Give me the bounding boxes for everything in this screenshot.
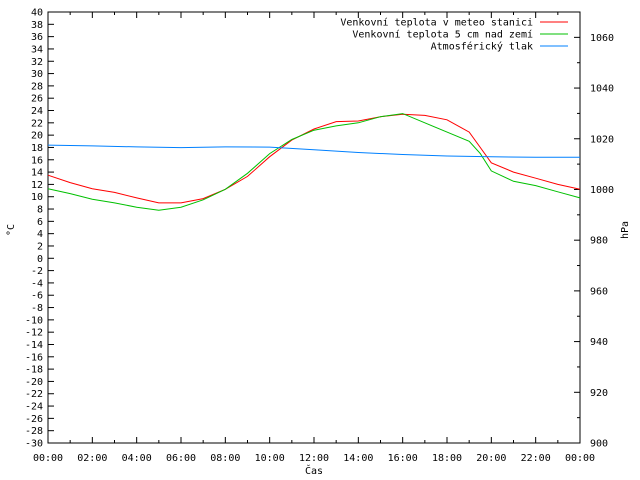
y2-tick-label: 900 — [590, 439, 608, 450]
y-tick-label: 10 — [31, 192, 43, 203]
y-tick-label: -14 — [25, 340, 43, 351]
y-tick-label: -4 — [31, 278, 43, 289]
y-tick-label: 30 — [31, 69, 43, 80]
y-tick-label: 32 — [31, 57, 43, 68]
x-tick-label: 00:00 — [565, 453, 595, 464]
x-tick-label: 02:00 — [77, 453, 107, 464]
y-tick-label: -2 — [31, 266, 43, 277]
x-tick-label: 06:00 — [166, 453, 196, 464]
y-tick-label: 20 — [31, 131, 43, 142]
x-tick-label: 20:00 — [476, 453, 506, 464]
y-tick-label: 8 — [37, 205, 43, 216]
y-tick-label: 12 — [31, 180, 43, 191]
y2-tick-label: 1000 — [590, 185, 614, 196]
y-tick-label: 16 — [31, 155, 43, 166]
y2-tick-label: 980 — [590, 236, 608, 247]
y-tick-label: -22 — [25, 389, 43, 400]
y-tick-label: -18 — [25, 365, 43, 376]
y-tick-label: 38 — [31, 20, 43, 31]
y-tick-label: 18 — [31, 143, 43, 154]
y2-tick-label: 920 — [590, 388, 608, 399]
y2-tick-label: 1040 — [590, 84, 614, 95]
x-tick-label: 00:00 — [33, 453, 63, 464]
y-tick-label: -16 — [25, 352, 43, 363]
x-tick-label: 08:00 — [210, 453, 240, 464]
x-tick-label: 10:00 — [255, 453, 285, 464]
y-tick-label: -28 — [25, 426, 43, 437]
x-tick-label: 22:00 — [521, 453, 551, 464]
y-tick-label: -10 — [25, 315, 43, 326]
y2-tick-label: 1060 — [590, 33, 614, 44]
series-lines — [47, 113, 581, 211]
y2-tick-label: 940 — [590, 337, 608, 348]
x-tick-labels: 00:00 02:00 04:00 06:00 08:00 10:00 12:00 14:00… — [33, 453, 595, 464]
y-tick-label: 6 — [37, 217, 43, 228]
y2-tick-labels: 1060 1040 1020 1000 980 960 940 920 900 — [590, 33, 614, 450]
series-line-1 — [47, 113, 581, 204]
y-tick-label: 14 — [31, 168, 43, 179]
y-tick-label: 2 — [37, 241, 43, 252]
x-tick-label: 14:00 — [343, 453, 373, 464]
y-tick-label: 22 — [31, 118, 43, 129]
plot-frame — [47, 11, 581, 444]
y-tick-label: 28 — [31, 81, 43, 92]
y-axis-label: °C — [6, 224, 17, 236]
x-tick-label: 12:00 — [299, 453, 329, 464]
y-tick-label: -26 — [25, 414, 43, 425]
y-tick-label: 36 — [31, 32, 43, 43]
y-tick-labels: 4038363432302826242220181614121086420-2-… — [25, 8, 43, 450]
legend: Venkovní teplota v meteo staniciVenkovní… — [340, 17, 568, 53]
series-line-2 — [47, 113, 581, 211]
legend-label: Venkovní teplota v meteo stanici — [340, 17, 533, 29]
x-tick-label: 16:00 — [388, 453, 418, 464]
y-tick-label: -30 — [25, 439, 43, 450]
y2-tick-label: 1020 — [590, 134, 614, 145]
legend-label: Atmosférický tlak — [431, 41, 533, 53]
x-tick-label: 18:00 — [432, 453, 462, 464]
y-tick-label: 34 — [31, 44, 43, 55]
y2-tick-label: 960 — [590, 286, 608, 297]
y-tick-label: -12 — [25, 328, 43, 339]
y-tick-label: -8 — [31, 303, 43, 314]
y2-axis-label: hPa — [620, 221, 631, 239]
legend-label: Venkovní teplota 5 cm nad zemí — [352, 29, 533, 41]
series-line-3 — [47, 144, 580, 158]
x-tick-label: 04:00 — [122, 453, 152, 464]
y-tick-label: 26 — [31, 94, 43, 105]
y-tick-label: -24 — [25, 402, 43, 413]
y-tick-label: 40 — [31, 8, 43, 19]
y-tick-label: 4 — [37, 229, 43, 240]
y-tick-label: -20 — [25, 377, 43, 388]
y-tick-label: 24 — [31, 106, 43, 117]
y-tick-label: 0 — [37, 254, 43, 265]
x-axis-label: Čas — [305, 464, 323, 477]
tick-marks — [47, 11, 581, 444]
y-tick-label: -6 — [31, 291, 43, 302]
